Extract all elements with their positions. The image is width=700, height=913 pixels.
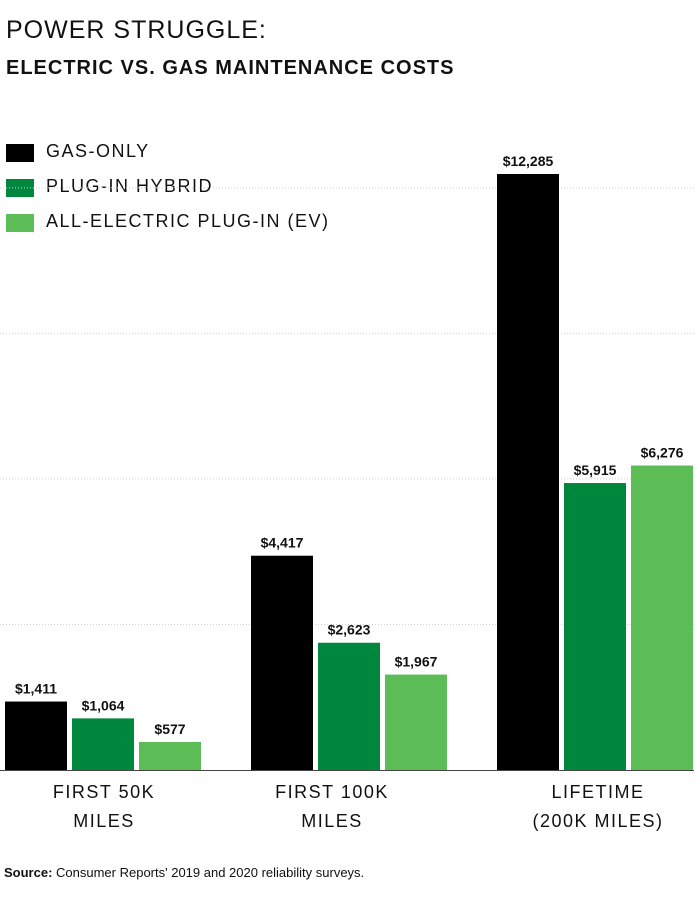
category-label-line2: MILES <box>301 811 363 831</box>
bar <box>497 174 559 770</box>
source-label: Source: <box>4 865 53 880</box>
bar-value-label: $2,623 <box>328 622 371 638</box>
category-label-line2: (200K MILES) <box>532 811 664 831</box>
category-label-lifetime: LIFETIME (200K MILES) <box>488 778 700 836</box>
category-label-line1: FIRST 50K <box>52 782 156 802</box>
bar <box>251 555 313 770</box>
source-text: Consumer Reports' 2019 and 2020 reliabil… <box>52 865 365 880</box>
legend-label-gas-only: GAS-ONLY <box>46 141 150 161</box>
bar <box>5 701 67 770</box>
category-label-first-100k: FIRST 100K MILES <box>222 778 442 836</box>
bar <box>631 465 693 770</box>
bar-value-label: $5,915 <box>574 462 617 478</box>
bar-value-label: $12,285 <box>503 153 554 169</box>
legend-label-plug-in-hybrid: PLUG-IN HYBRID <box>46 176 214 196</box>
legend-swatch-gas-only <box>6 144 34 162</box>
category-label-line2: MILES <box>73 811 135 831</box>
bar-value-label: $577 <box>154 721 185 737</box>
bar <box>72 718 134 770</box>
category-label-first-50k: FIRST 50K MILES <box>0 778 214 836</box>
bar-value-label: $1,967 <box>395 654 438 670</box>
bar <box>318 642 380 770</box>
chart-title: POWER STRUGGLE: <box>6 16 267 44</box>
category-label-line1: FIRST 100K <box>275 782 389 802</box>
legend-swatch-plug-in-hybrid <box>6 179 34 197</box>
legend-label-ev: ALL-ELECTRIC PLUG-IN (EV) <box>46 211 330 231</box>
bar-value-label: $1,411 <box>15 681 57 697</box>
legend-swatch-ev <box>6 214 34 232</box>
source-note: Source: Consumer Reports' 2019 and 2020 … <box>4 865 364 880</box>
chart-subtitle: ELECTRIC VS. GAS MAINTENANCE COSTS <box>6 57 455 79</box>
category-label-line1: LIFETIME <box>551 782 645 802</box>
bar <box>564 483 626 770</box>
bar-value-label: $6,276 <box>641 445 684 461</box>
bar-value-label: $1,064 <box>82 697 125 713</box>
bar <box>385 674 447 770</box>
bar-value-label: $4,417 <box>261 535 304 551</box>
bar <box>139 742 201 770</box>
